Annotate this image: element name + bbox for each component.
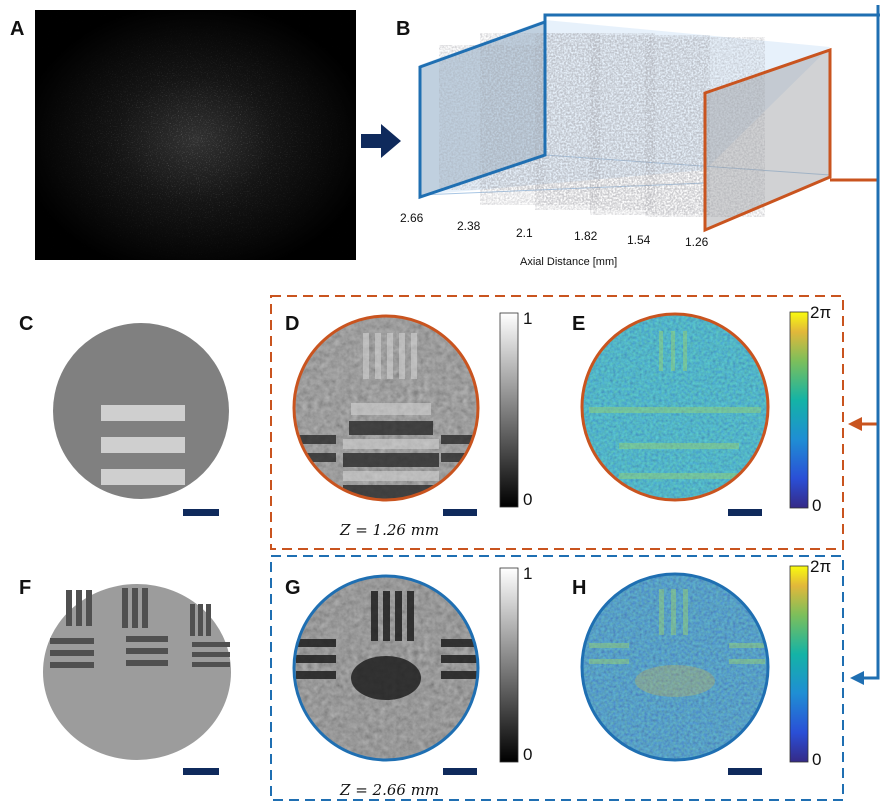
scale-bar-f: [183, 768, 219, 775]
axial-tick-1: 2.66: [400, 211, 424, 225]
phase-colorbar-min-top: 0: [812, 496, 822, 515]
reconstruction-stack-3d: [418, 13, 880, 233]
phase-colorbar-max-top: 2π: [810, 303, 832, 322]
arrow-right-icon: [361, 124, 401, 158]
panel-label-b: B: [396, 18, 411, 40]
scale-bar-h: [728, 768, 762, 775]
phase-colorbar-bottom: [789, 565, 809, 763]
axial-tick-5: 1.54: [627, 233, 651, 247]
depth-label-top: Z = 1.26 mm: [340, 521, 440, 539]
axial-tick-4: 1.82: [574, 229, 598, 243]
usaf-target-image-f: [43, 584, 231, 760]
scale-bar-d: [443, 509, 477, 516]
phase-reconstruction-e: [580, 312, 770, 502]
amp-colorbar-max-top: 1: [523, 309, 533, 328]
phase-colorbar-min-bottom: 0: [812, 750, 822, 769]
speckle-hologram-image: [35, 10, 356, 260]
axial-tick-3: 2.1: [516, 226, 533, 240]
depth-label-bottom: Z = 2.66 mm: [340, 781, 440, 799]
phase-colorbar-top: [789, 311, 809, 509]
scale-bar-g: [443, 768, 477, 775]
amp-colorbar-min-top: 0: [523, 490, 533, 509]
panel-label-f: F: [19, 577, 32, 599]
axial-distance-label: Axial Distance [mm]: [520, 256, 618, 268]
panel-label-c: C: [19, 313, 34, 335]
amp-colorbar-max-bottom: 1: [523, 564, 533, 583]
panel-label-a: A: [10, 18, 25, 40]
usaf-target-image-c: [53, 323, 229, 499]
amplitude-reconstruction-d: [292, 314, 480, 502]
amp-colorbar-min-bottom: 0: [523, 745, 533, 764]
axial-tick-2: 2.38: [457, 219, 481, 233]
amplitude-colorbar-bottom: [499, 567, 519, 763]
scale-bar-c: [183, 509, 219, 516]
phase-colorbar-max-bottom: 2π: [810, 557, 832, 576]
axial-tick-6: 1.26: [685, 235, 709, 249]
scale-bar-e: [728, 509, 762, 516]
amplitude-reconstruction-g: [292, 574, 480, 762]
amplitude-colorbar-top: [499, 312, 519, 508]
phase-reconstruction-h: [580, 572, 770, 762]
